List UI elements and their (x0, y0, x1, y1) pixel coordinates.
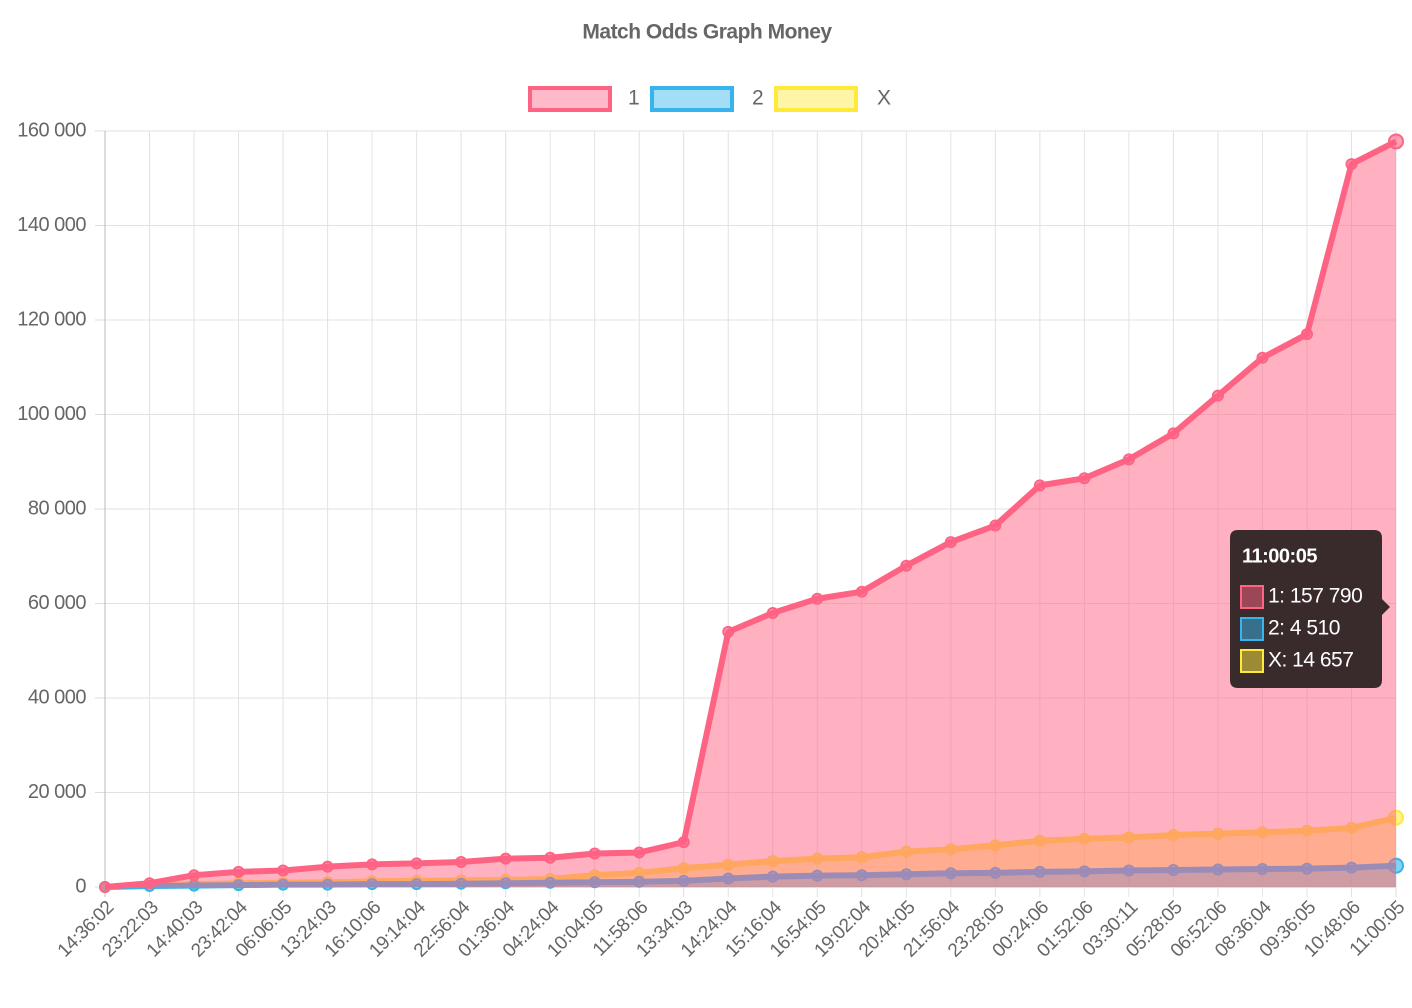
data-point (677, 836, 690, 849)
data-point (1211, 389, 1224, 402)
series-line (104, 138, 1398, 890)
data-point (499, 852, 512, 865)
legend-swatch (774, 86, 858, 112)
tooltip-box (1230, 530, 1390, 688)
data-point (1167, 427, 1180, 440)
data-point (321, 860, 334, 873)
tooltip-swatch (1240, 649, 1264, 673)
data-point (989, 519, 1002, 532)
data-point (900, 559, 913, 572)
legend-label: 1 (628, 87, 640, 110)
data-point (588, 847, 601, 860)
legend-label: 2 (752, 87, 764, 110)
tooltip-item: X: 14 657 (1268, 649, 1353, 672)
y-tick-label: 140 000 (17, 214, 86, 236)
data-point (1300, 328, 1313, 341)
y-tick-label: 40 000 (28, 686, 87, 708)
data-point (1078, 472, 1091, 485)
tooltip-title: 11:00:05 (1242, 545, 1317, 567)
data-point (277, 864, 290, 877)
data-point (544, 851, 557, 864)
tooltip-swatch (1240, 617, 1264, 641)
tooltip-item: 1: 157 790 (1268, 585, 1362, 608)
data-point (99, 881, 111, 893)
y-tick-label: 120 000 (17, 308, 86, 330)
data-point (855, 585, 868, 598)
y-tick-label: 60 000 (28, 592, 87, 614)
legend-label: X (877, 87, 891, 110)
data-point (1345, 158, 1358, 171)
data-point (366, 858, 379, 871)
series-area (105, 141, 1396, 887)
data-point (944, 536, 957, 549)
tooltip: 11:00:05 1: 157 790 2: 4 510 X: 14 657 (1230, 530, 1390, 688)
data-point (766, 606, 779, 619)
y-tick-label: 100 000 (17, 403, 86, 425)
data-point (1256, 351, 1269, 364)
tooltip-item: 2: 4 510 (1268, 617, 1340, 640)
data-point (633, 846, 646, 859)
tooltip-swatch (1240, 585, 1264, 609)
data-point (232, 865, 245, 878)
data-point (455, 855, 468, 868)
chart-title: Match Odds Graph Money (582, 21, 832, 44)
y-tick-label: 20 000 (28, 781, 87, 803)
legend-swatch (650, 86, 734, 112)
y-tick-label: 160 000 (17, 119, 86, 141)
data-point (1122, 453, 1135, 466)
data-point (410, 857, 423, 870)
data-point (811, 592, 824, 605)
y-tick-label: 80 000 (28, 497, 87, 519)
data-point (143, 877, 156, 890)
data-point (188, 869, 201, 882)
data-point (722, 625, 735, 638)
data-point (1388, 133, 1404, 150)
legend-swatch (528, 86, 612, 112)
data-point (1033, 479, 1046, 492)
y-tick-label: 0 (75, 875, 86, 897)
